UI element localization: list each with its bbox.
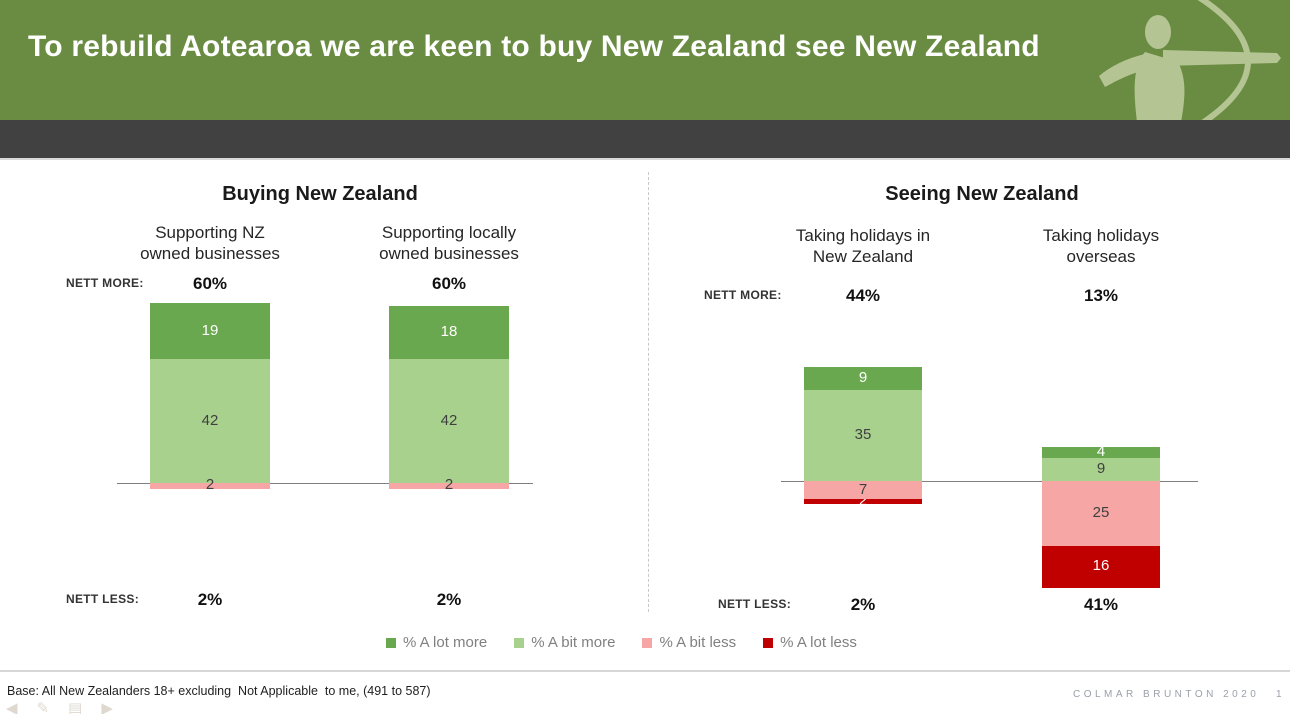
axis-line: [781, 481, 1198, 482]
bar-segment-value: 16: [1092, 557, 1110, 575]
legend-item: % A bit more: [514, 634, 615, 651]
section-divider: [648, 172, 649, 612]
chart-title: Seeing New Zealand: [885, 183, 1079, 205]
nett-more-label: NETT MORE:: [704, 288, 782, 302]
category-header: Taking holidays overseas: [1042, 226, 1160, 267]
bar-segment-value: 19: [201, 321, 219, 339]
nett-less-label: NETT LESS:: [66, 592, 140, 606]
axis-line: [117, 483, 533, 484]
bar-segment-value: 2: [205, 476, 215, 494]
bar-segment: 9: [1042, 457, 1160, 481]
legend-swatch-icon: [514, 637, 525, 648]
pen-icon[interactable]: ✎: [36, 700, 50, 714]
footer-base-note: Base: All New Zealanders 18+ excluding N…: [7, 684, 431, 698]
nett-more-value: 44%: [845, 286, 881, 305]
slide-header: To rebuild Aotearoa we are keen to buy N…: [0, 0, 1290, 120]
presenter-toolbar: ◀ ✎ ▤ ▶: [6, 699, 113, 714]
bar-segment-value: 2: [804, 499, 922, 504]
bar-segment-value: 35: [854, 426, 872, 443]
back-arrow-icon[interactable]: ◀: [6, 700, 18, 714]
nett-less-value: 2%: [197, 590, 223, 609]
bar-segment: 42: [389, 359, 509, 483]
bar-segment-value: 42: [440, 411, 458, 429]
category-header: Supporting locally owned businesses: [379, 223, 519, 264]
bar-segment: 7: [804, 480, 922, 500]
legend-item: % A lot less: [763, 634, 857, 651]
forward-arrow-icon[interactable]: ▶: [101, 700, 113, 714]
nett-more-value: 60%: [192, 274, 228, 293]
legend-label: % A bit less: [659, 634, 737, 651]
chart-title: Buying New Zealand: [222, 183, 418, 205]
bar-segment: 2: [389, 476, 509, 493]
archer-icon: [1099, 0, 1281, 120]
nett-less-value: 2%: [436, 590, 462, 609]
legend-swatch-icon: [642, 637, 653, 648]
page-number: 1: [1276, 689, 1282, 700]
nett-more-value: 13%: [1083, 286, 1119, 305]
legend-item: % A bit less: [642, 634, 736, 651]
bar-segment-value: 9: [858, 368, 868, 386]
nett-less-value: 41%: [1083, 595, 1119, 614]
bar-segment: 19: [150, 303, 270, 360]
bar-segment: 16: [1042, 546, 1160, 588]
bar-segment: 9: [804, 366, 922, 390]
bar-segment-value: 4: [1096, 442, 1106, 460]
header-strip: [0, 120, 1290, 160]
bar-segment: 18: [389, 306, 509, 360]
nett-less-value: 2%: [850, 595, 876, 614]
bar-segment: 2: [150, 476, 270, 493]
bar-segment-value: 9: [1096, 459, 1106, 477]
chart-legend: % A lot more % A bit more % A bit less % A …: [386, 634, 857, 651]
slide-panel-icon[interactable]: ▤: [68, 700, 83, 714]
bar-segment: 4: [1042, 443, 1160, 460]
bar-segment: 2: [804, 499, 922, 505]
nett-more-label: NETT MORE:: [66, 276, 144, 290]
footer-divider: [0, 670, 1290, 672]
nett-more-value: 60%: [431, 274, 467, 293]
legend-item: % A lot more: [386, 634, 487, 651]
bar-segment-value: 25: [1092, 504, 1110, 521]
legend-label: % A lot more: [403, 634, 488, 651]
bar-segment: 25: [1042, 481, 1160, 546]
legend-swatch-icon: [386, 637, 396, 648]
bar-segment: 42: [150, 359, 270, 483]
bar-segment-value: 42: [201, 411, 219, 429]
legend-label: % A bit more: [531, 634, 616, 651]
slide-title: To rebuild Aotearoa we are keen to buy N…: [28, 30, 1040, 63]
nett-less-label: NETT LESS:: [718, 597, 792, 611]
bar-segment-value: 18: [440, 323, 458, 341]
category-header: Taking holidays in New Zealand: [795, 226, 931, 267]
footer-brand: COLMAR BRUNTON 2020: [1073, 689, 1260, 700]
bar-segment-value: 2: [444, 476, 454, 494]
category-header: Supporting NZ owned businesses: [140, 223, 280, 264]
legend-label: % A lot less: [780, 634, 857, 651]
bar-segment-value: 7: [858, 480, 868, 498]
bar-segment: 35: [804, 390, 922, 481]
legend-swatch-icon: [763, 637, 774, 648]
